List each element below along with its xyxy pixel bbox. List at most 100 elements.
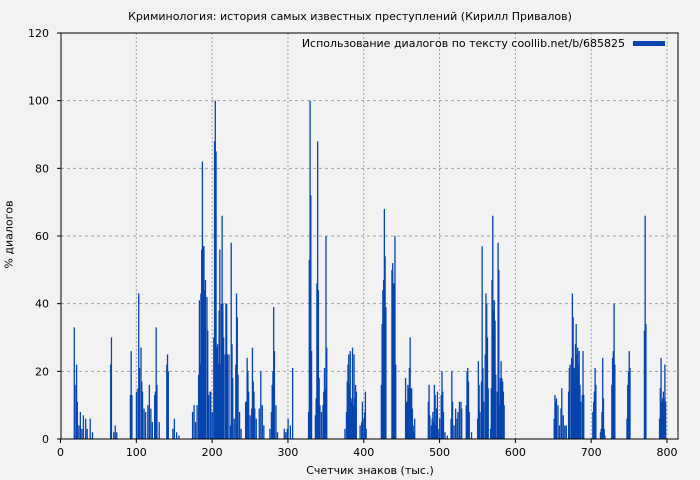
bar — [582, 351, 584, 439]
bar — [485, 293, 487, 439]
bar — [344, 428, 346, 439]
bar — [458, 401, 461, 439]
x-tick-label: 300 — [277, 446, 298, 459]
bar — [226, 303, 228, 439]
bar — [360, 422, 363, 439]
bar — [661, 401, 663, 439]
bar — [561, 388, 563, 439]
bar — [317, 141, 319, 439]
bar — [74, 384, 76, 439]
bar — [602, 357, 604, 439]
bar — [226, 354, 229, 439]
bar — [150, 408, 152, 439]
bar — [564, 425, 566, 439]
bar — [465, 405, 467, 439]
bar — [129, 395, 132, 439]
bar — [407, 384, 409, 439]
bar — [314, 415, 317, 439]
bar — [138, 293, 140, 439]
bar — [158, 422, 160, 439]
bar — [404, 378, 407, 439]
x-tick-label: 700 — [581, 446, 602, 459]
bar — [457, 411, 459, 439]
bar — [574, 367, 576, 439]
bar — [392, 283, 395, 439]
bar — [406, 401, 408, 439]
bar — [493, 300, 495, 439]
bar — [365, 428, 367, 439]
bar — [411, 408, 414, 439]
bar — [451, 401, 454, 439]
bar — [307, 411, 310, 439]
bar — [432, 422, 435, 439]
bar — [658, 418, 661, 439]
bar — [209, 391, 211, 439]
bar — [76, 401, 78, 439]
bar — [492, 215, 494, 439]
bar — [251, 408, 253, 439]
bar — [478, 384, 480, 439]
bar — [232, 378, 234, 439]
bar — [191, 411, 194, 439]
bar — [276, 432, 279, 439]
bar — [141, 391, 144, 439]
bar — [612, 351, 614, 439]
bar — [384, 256, 386, 439]
bar — [361, 401, 364, 439]
bar — [349, 351, 351, 439]
bar — [431, 418, 433, 439]
bar — [172, 428, 174, 439]
bar — [611, 357, 614, 439]
bar — [466, 371, 468, 439]
bar — [201, 161, 204, 440]
bar — [483, 401, 485, 439]
bar — [236, 317, 238, 439]
bar — [394, 236, 396, 439]
y-tick-label: 120 — [28, 27, 49, 40]
x-tick-label: 200 — [202, 446, 223, 459]
bar — [130, 351, 132, 439]
bar — [178, 435, 180, 439]
bar — [322, 405, 324, 439]
bar — [602, 398, 605, 439]
bar — [221, 215, 223, 439]
bar — [604, 435, 606, 439]
bar — [348, 384, 351, 439]
bar — [198, 300, 201, 439]
bar — [629, 367, 631, 439]
bar — [203, 246, 205, 439]
bar — [601, 411, 603, 439]
y-tick-label: 40 — [35, 298, 49, 311]
legend-swatch-icon — [633, 41, 665, 46]
bar — [502, 391, 505, 439]
bar — [216, 344, 219, 439]
bar — [231, 344, 233, 439]
bar — [614, 364, 616, 439]
bar — [577, 347, 579, 439]
legend-label: Использование диалогов по тексту coollib… — [301, 37, 625, 50]
bar — [245, 401, 248, 439]
bar — [275, 405, 277, 439]
bar — [627, 371, 630, 439]
bar — [501, 378, 503, 439]
bar — [659, 388, 661, 439]
bar — [410, 388, 412, 439]
bar — [593, 391, 596, 439]
bar — [486, 303, 488, 439]
bar — [456, 418, 458, 439]
bar — [135, 391, 138, 439]
bar — [429, 415, 431, 439]
bar — [207, 395, 210, 439]
bar — [82, 415, 85, 439]
bar — [352, 405, 354, 439]
bar — [251, 347, 254, 439]
bar — [498, 405, 501, 439]
bar — [580, 401, 582, 439]
bar — [249, 415, 251, 439]
bar — [215, 151, 217, 439]
bar — [660, 357, 662, 439]
bar — [310, 351, 313, 439]
bar — [348, 354, 350, 439]
bar — [491, 279, 493, 439]
bar — [263, 425, 265, 439]
